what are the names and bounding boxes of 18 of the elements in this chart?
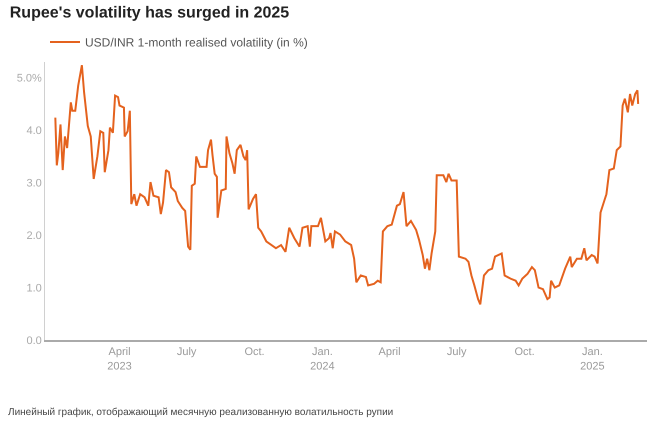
x-tick-label: April: [378, 346, 401, 358]
legend-label: USD/INR 1-month realised volatility (in %): [85, 36, 308, 50]
x-tick-label: April 2023: [107, 346, 132, 372]
y-tick-label: 0.0: [26, 334, 42, 347]
y-tick-label: 5.0%: [16, 72, 42, 85]
y-tick-label: 2.0: [26, 230, 42, 242]
text: Линейный график, отображающий месячную реализованную волатильность рупии: [8, 407, 394, 418]
y-tick-label: 1.0: [26, 282, 42, 294]
line-series: [54, 64, 640, 306]
chart-title: Rupee's volatility has surged in 2025: [10, 4, 290, 22]
y-tick-label: 3.0: [26, 177, 42, 190]
x-tick-label: July: [176, 346, 197, 358]
x-tick-label: Jan. 2025: [580, 346, 605, 372]
x-tick-label: Jan. 2024: [310, 346, 335, 372]
y-tick-label: 4.0: [26, 125, 42, 138]
x-tick-label: Oct.: [514, 346, 535, 358]
x-tick-label: Oct.: [244, 346, 265, 358]
x-tick-label: July: [446, 346, 467, 358]
